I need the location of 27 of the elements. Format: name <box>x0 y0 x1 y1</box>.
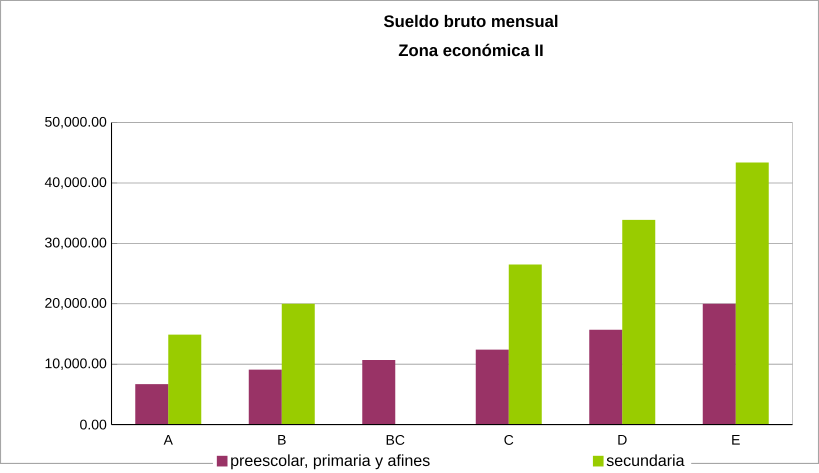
x-tick-label: C <box>504 434 514 445</box>
chart-title: Sueldo bruto mensual <box>384 14 558 27</box>
x-tick-label: BC <box>386 434 404 445</box>
bar <box>135 384 168 424</box>
chart-subtitle: Zona económica II <box>398 44 543 56</box>
bar <box>476 350 509 424</box>
bar <box>362 360 396 424</box>
bar <box>168 334 202 424</box>
x-tick-label: D <box>618 434 627 444</box>
y-tick-label: 30,000.00 <box>45 237 106 250</box>
bar <box>702 304 736 424</box>
y-tick-label: 20,000.00 <box>45 298 106 310</box>
y-tick-label: 50,000.00 <box>45 116 106 128</box>
bar <box>282 304 315 424</box>
bar <box>589 330 622 424</box>
legend-label: secundaria <box>606 454 684 466</box>
bar <box>736 162 769 424</box>
x-tick-label: B <box>278 434 286 444</box>
y-tick-label: 0.00 <box>80 420 106 430</box>
bar <box>248 369 282 424</box>
x-tick-label: E <box>732 434 740 444</box>
y-tick-label: 40,000.00 <box>44 177 106 189</box>
x-tick-label: A <box>164 434 173 444</box>
y-tick-label: 10,000.00 <box>46 358 106 370</box>
legend-label: preescolar, primaria y afines <box>231 454 430 470</box>
bar <box>508 264 542 424</box>
bar <box>622 220 656 424</box>
